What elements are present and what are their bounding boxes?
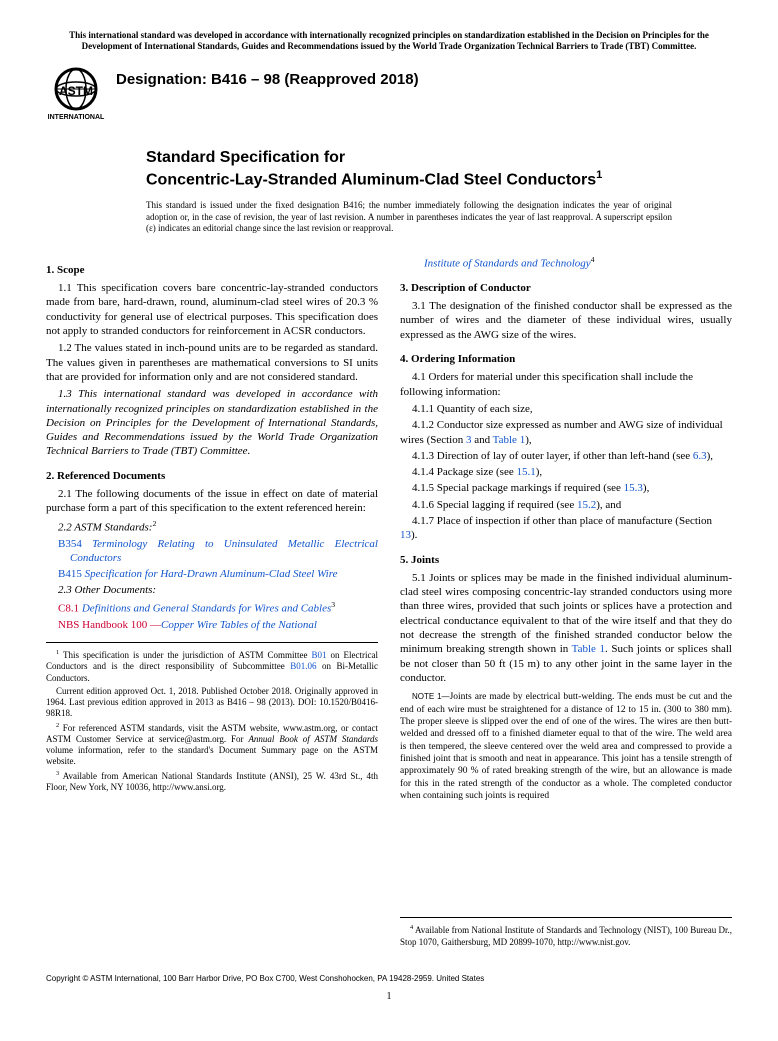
top-notice: This international standard was develope… [46,30,732,53]
footnote-2: 2 For referenced ASTM standards, visit t… [46,722,378,768]
ref-c81: C8.1 Definitions and General Standards f… [46,600,378,616]
sec-4-head: 4. Ordering Information [400,352,732,366]
header-row: ASTM INTERNATIONAL Designation: B416 – 9… [46,65,732,130]
body-columns: 1. Scope 1.1 This specification covers b… [46,253,732,950]
para-4-1-2: 4.1.2 Conductor size expressed as number… [400,418,732,447]
footnotes-left: 1 This specification is under the jurisd… [46,642,378,793]
sec-3-head: 3. Description of Conductor [400,281,732,295]
ref-b354: B354 Terminology Relating to Uninsulated… [46,537,378,566]
para-4-1-4: 4.1.4 Package size (see 15.1), [400,465,732,479]
sub-2-3: 2.3 Other Documents: [46,583,378,597]
para-4-1-6: 4.1.6 Special lagging if required (see 1… [400,498,732,512]
title-line1: Standard Specification for [146,148,732,168]
page-number: 1 [46,991,732,1002]
sec-5-head: 5. Joints [400,553,732,567]
footnote-1: 1 This specification is under the jurisd… [46,649,378,684]
ref-b415: B415 Specification for Hard-Drawn Alumin… [46,567,378,581]
title-line2: Concentric-Lay-Stranded Aluminum-Clad St… [146,168,732,190]
para-4-1-7: 4.1.7 Place of inspection if other than … [400,514,732,543]
astm-logo: ASTM INTERNATIONAL [46,65,106,130]
footnote-1b: Current edition approved Oct. 1, 2018. P… [46,686,378,720]
para-1-3: 1.3 This international standard was deve… [46,387,378,458]
para-1-2: 1.2 The values stated in inch-pound unit… [46,341,378,384]
footnote-3: 3 Available from American National Stand… [46,770,378,794]
para-4-1-5: 4.1.5 Special package markings if requir… [400,481,732,495]
designation: Designation: B416 – 98 (Reapproved 2018) [116,71,419,88]
logo-text-top: ASTM [59,84,93,98]
logo-text-bottom: INTERNATIONAL [48,114,105,121]
left-column: 1. Scope 1.1 This specification covers b… [46,253,378,950]
footnote-4: 4 Available from National Institute of S… [400,924,732,948]
para-1-1: 1.1 This specification covers bare conce… [46,281,378,338]
issuance-note: This standard is issued under the fixed … [146,200,732,235]
para-3-1: 3.1 The designation of the finished cond… [400,299,732,342]
para-2-1: 2.1 The following documents of the issue… [46,487,378,516]
para-5-1: 5.1 Joints or splices may be made in the… [400,571,732,685]
para-4-1: 4.1 Orders for material under this speci… [400,370,732,399]
para-4-1-1: 4.1.1 Quantity of each size, [400,402,732,416]
ref-nbs-cont: Institute of Standards and Technology4 [400,255,732,271]
copyright: Copyright © ASTM International, 100 Barr… [46,974,732,983]
ref-nbs: NBS Handbook 100 —Copper Wire Tables of … [46,618,378,632]
footnotes-right: 4 Available from National Institute of S… [400,917,732,948]
right-column: Institute of Standards and Technology4 3… [400,253,732,950]
sec-2-head: 2. Referenced Documents [46,469,378,483]
sec-1-head: 1. Scope [46,263,378,277]
page: This international standard was develope… [0,0,778,1022]
note-1: NOTE 1—Joints are made by electrical but… [400,691,732,802]
sub-2-2: 2.2 ASTM Standards:2 [46,519,378,535]
title-block: Standard Specification for Concentric-La… [146,148,732,190]
para-4-1-3: 4.1.3 Direction of lay of outer layer, i… [400,449,732,463]
